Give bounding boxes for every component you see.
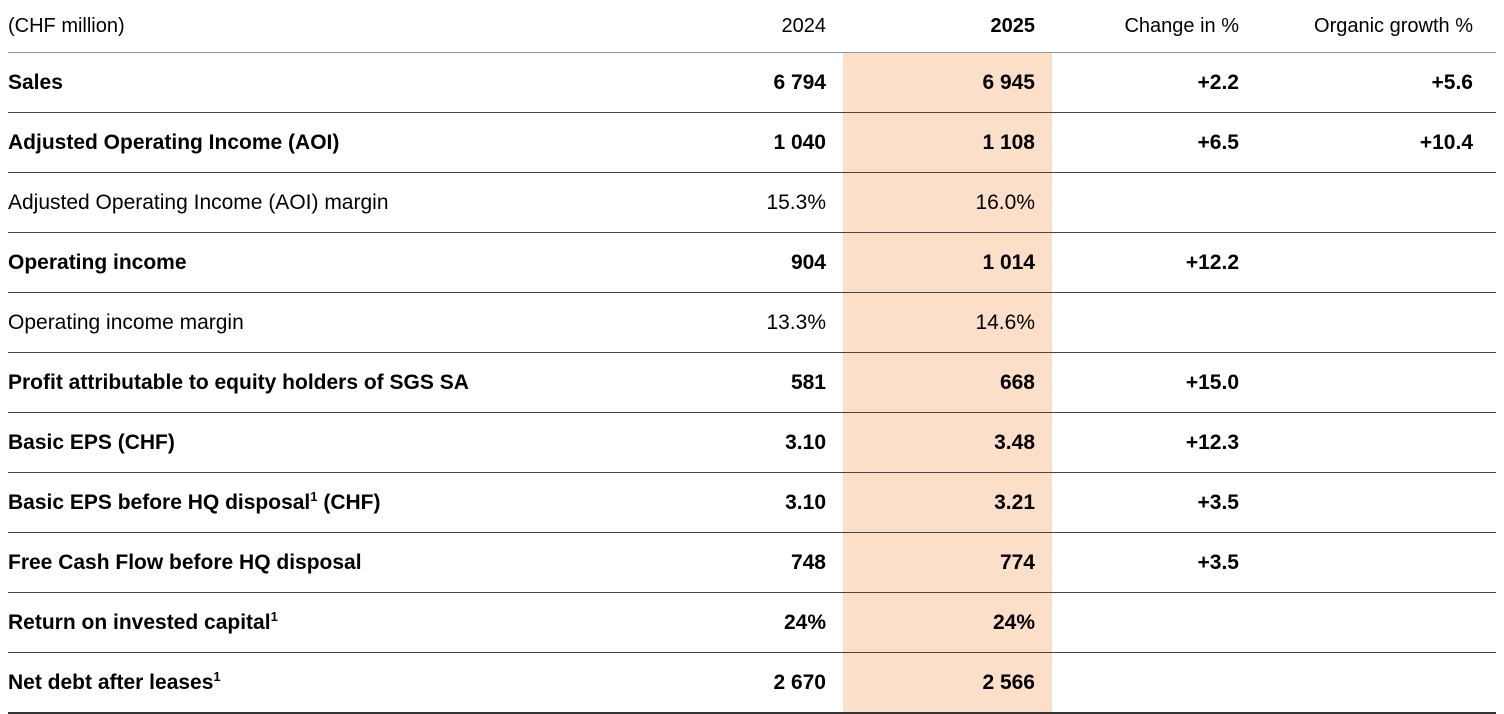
value-change: +6.5 (1052, 112, 1242, 172)
row-label: Sales (8, 52, 698, 112)
value-2025: 16.0% (826, 172, 1052, 232)
col-header-2025: 2025 (990, 14, 1036, 37)
row-label-text: Adjusted Operating Income (AOI) (8, 130, 340, 154)
table-row: Operating income 904 1 014 +12.2 (8, 232, 1496, 292)
value-2025: 1 014 (826, 232, 1052, 292)
value-organic (1242, 652, 1496, 714)
table-row: Operating income margin 13.3% 14.6% (8, 292, 1496, 352)
value-organic (1242, 172, 1496, 232)
row-label-text: Free Cash Flow before HQ disposal (8, 550, 362, 574)
value-change: +12.2 (1052, 232, 1242, 292)
footnote-marker: 1 (270, 608, 278, 624)
table-row: Return on invested capital1 24% 24% (8, 592, 1496, 652)
col-header-organic: Organic growth % (1314, 14, 1473, 37)
value-organic (1242, 592, 1496, 652)
value-change (1052, 592, 1242, 652)
row-label: Return on invested capital1 (8, 592, 698, 652)
row-label: Adjusted Operating Income (AOI) margin (8, 172, 698, 232)
row-label-text: Return on invested capital (8, 610, 271, 634)
value-organic (1242, 352, 1496, 412)
row-label-text: Sales (8, 70, 63, 94)
table-row: Free Cash Flow before HQ disposal 748 77… (8, 532, 1496, 592)
row-label-text: Net debt after leases (8, 670, 214, 694)
value-2024: 748 (698, 532, 826, 592)
value-2025: 3.21 (826, 472, 1052, 532)
value-change (1052, 652, 1242, 714)
row-label: Profit attributable to equity holders of… (8, 352, 698, 412)
row-label: Free Cash Flow before HQ disposal (8, 532, 698, 592)
table-row: Basic EPS before HQ disposal1 (CHF) 3.10… (8, 472, 1496, 532)
unit-label: (CHF million) (8, 14, 125, 37)
table-row: Adjusted Operating Income (AOI) margin 1… (8, 172, 1496, 232)
row-label-text: Operating income margin (8, 310, 244, 334)
table-header-row: (CHF million) 2024 2025 Change in % Orga… (8, 0, 1496, 52)
value-organic (1242, 472, 1496, 532)
row-label-suffix: (CHF) (317, 490, 381, 514)
value-organic: +10.4 (1242, 112, 1496, 172)
value-2025: 668 (826, 352, 1052, 412)
value-2024: 1 040 (698, 112, 826, 172)
row-label-text: Basic EPS (CHF) (8, 430, 175, 454)
value-2024: 6 794 (698, 52, 826, 112)
row-label-text: Adjusted Operating Income (AOI) margin (8, 190, 389, 214)
row-label: Net debt after leases1 (8, 652, 698, 714)
value-2025: 24% (826, 592, 1052, 652)
value-organic (1242, 232, 1496, 292)
row-label: Basic EPS before HQ disposal1 (CHF) (8, 472, 698, 532)
value-2025: 3.48 (826, 412, 1052, 472)
value-2024: 3.10 (698, 412, 826, 472)
col-header-2024: 2024 (781, 14, 827, 37)
financial-kpi-table: (CHF million) 2024 2025 Change in % Orga… (8, 0, 1496, 714)
value-2024: 581 (698, 352, 826, 412)
value-2024: 2 670 (698, 652, 826, 714)
value-2025: 6 945 (826, 52, 1052, 112)
table-body: Sales 6 794 6 945 +2.2 +5.6 Adjusted Ope… (8, 52, 1496, 714)
table-row: Net debt after leases1 2 670 2 566 (8, 652, 1496, 714)
value-change: +3.5 (1052, 532, 1242, 592)
value-change (1052, 292, 1242, 352)
value-change (1052, 172, 1242, 232)
value-organic (1242, 412, 1496, 472)
col-header-change: Change in % (1124, 14, 1239, 37)
value-2024: 13.3% (698, 292, 826, 352)
value-change: +12.3 (1052, 412, 1242, 472)
value-organic (1242, 532, 1496, 592)
footnote-marker: 1 (310, 488, 318, 504)
row-label: Basic EPS (CHF) (8, 412, 698, 472)
value-2024: 15.3% (698, 172, 826, 232)
value-2025: 2 566 (826, 652, 1052, 714)
table-row: Adjusted Operating Income (AOI) 1 040 1 … (8, 112, 1496, 172)
table-row: Basic EPS (CHF) 3.10 3.48 +12.3 (8, 412, 1496, 472)
row-label-text: Profit attributable to equity holders of… (8, 370, 469, 394)
value-2024: 904 (698, 232, 826, 292)
value-2025: 1 108 (826, 112, 1052, 172)
row-label-text: Operating income (8, 250, 187, 274)
value-change: +15.0 (1052, 352, 1242, 412)
value-change: +2.2 (1052, 52, 1242, 112)
table-header: (CHF million) 2024 2025 Change in % Orga… (8, 0, 1496, 52)
row-label: Operating income (8, 232, 698, 292)
value-2025: 774 (826, 532, 1052, 592)
row-label: Operating income margin (8, 292, 698, 352)
row-label: Adjusted Operating Income (AOI) (8, 112, 698, 172)
value-organic (1242, 292, 1496, 352)
table-row: Profit attributable to equity holders of… (8, 352, 1496, 412)
footnote-marker: 1 (213, 668, 221, 684)
value-change: +3.5 (1052, 472, 1242, 532)
value-2024: 24% (698, 592, 826, 652)
value-2025: 14.6% (826, 292, 1052, 352)
table-row: Sales 6 794 6 945 +2.2 +5.6 (8, 52, 1496, 112)
value-organic: +5.6 (1242, 52, 1496, 112)
value-2024: 3.10 (698, 472, 826, 532)
row-label-text: Basic EPS before HQ disposal (8, 490, 311, 514)
